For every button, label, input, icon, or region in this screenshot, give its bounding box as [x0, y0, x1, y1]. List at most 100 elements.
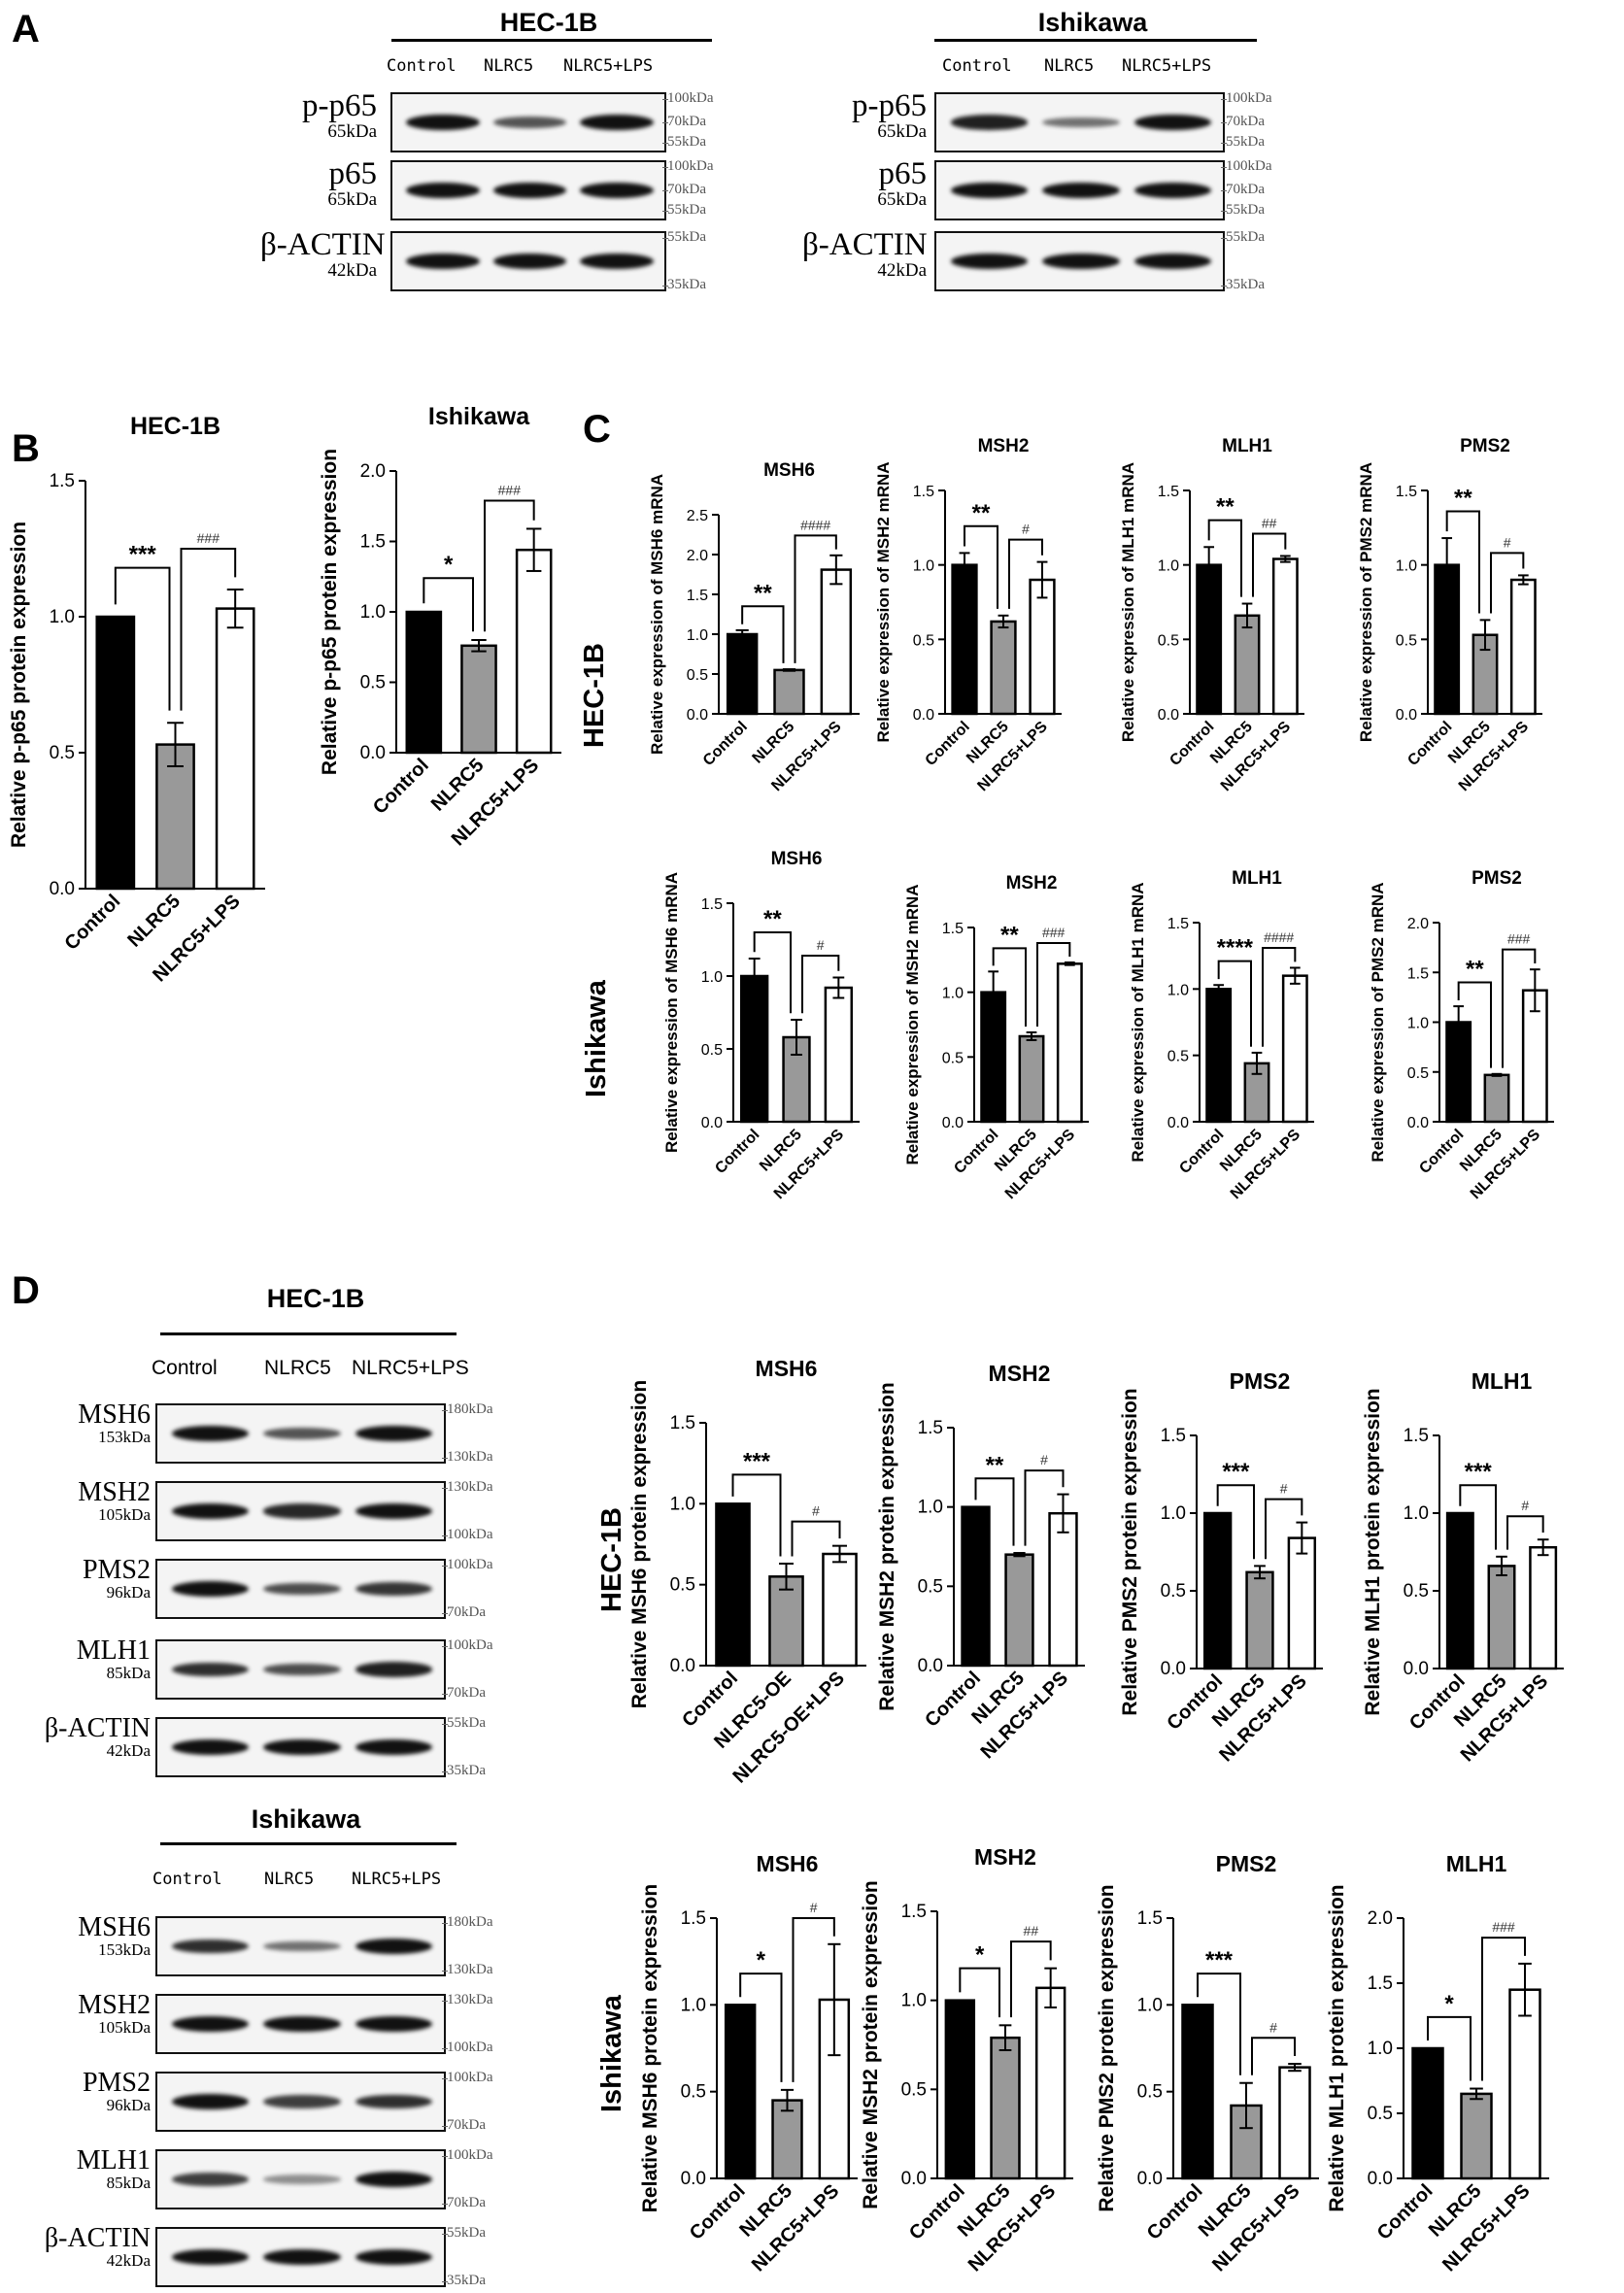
blot-a-ishikawa-band — [950, 115, 1029, 130]
significance-bracket — [739, 1973, 783, 2082]
y-tick-label: 0.0 — [1396, 707, 1417, 724]
blot-d-hec1b-protein-name: MSH6 — [78, 1399, 151, 1430]
blot-d-hec1b-marker-label: 100kDa — [447, 1637, 493, 1653]
bar — [726, 632, 759, 716]
y-tick-label: 1.0 — [1158, 558, 1179, 575]
y-tick-label: 1.5 — [913, 484, 934, 500]
blot-a-hec1b-marker-label: 100kDa — [667, 90, 714, 106]
significance-bracket — [1490, 552, 1525, 614]
y-tick-label: 1.0 — [1404, 1503, 1429, 1524]
blot-d-hec1b-band-strip — [155, 1639, 446, 1700]
blot-d-hec1b-title-rule — [160, 1332, 457, 1335]
blot-d-hec1b-marker-tick — [442, 1613, 448, 1615]
x-tick-label: Control — [1167, 719, 1217, 769]
blot-d-ishikawa-row-label: MSH6 153kDa — [29, 1914, 151, 1959]
blot-d-hec1b-band — [355, 1738, 433, 1756]
blot-a-hec1b-protein-name: β-ACTIN — [260, 227, 386, 262]
y-tick-label: 1.5 — [681, 1908, 706, 1929]
y-tick-label: 0.5 — [687, 667, 708, 684]
blot-d-hec1b-band — [263, 1738, 341, 1756]
y-tick-label: 0.0 — [913, 707, 934, 724]
chart-title: MSH6 — [757, 1851, 819, 1876]
significance-bracket — [1216, 1484, 1255, 1560]
significance-bracket — [1010, 1940, 1052, 2018]
significance-label: ** — [754, 580, 772, 606]
panel-label-b: B — [12, 427, 40, 470]
y-tick-label: 1.0 — [50, 607, 75, 627]
blot-d-ishikawa-marker-tick — [442, 2234, 448, 2235]
y-tick-label: 0.0 — [942, 1115, 964, 1131]
y-axis-label: Relative expression of PMS2 mRNA — [1369, 882, 1387, 1162]
y-tick-label: 0.0 — [687, 707, 708, 724]
blot-a-ishikawa-molecular-weight: 42kDa — [877, 260, 927, 281]
y-tick-label: 0.0 — [701, 1115, 723, 1131]
bar — [1181, 2004, 1214, 2180]
significance-label: * — [1444, 1991, 1454, 2017]
y-tick-label: 2.5 — [687, 508, 708, 524]
y-tick-label: 1.0 — [1368, 2039, 1393, 2059]
blot-a-hec1b-protein-name: p-p65 — [302, 88, 377, 123]
blot-a-hec1b-marker-tick — [662, 143, 668, 145]
blot-d-ishikawa-band — [263, 2175, 341, 2184]
blot-a-hec1b-marker-label: 100kDa — [667, 158, 714, 174]
blot-d-hec1b-molecular-weight: 153kDa — [98, 1428, 151, 1446]
blot-d-hec1b-band — [263, 1663, 341, 1676]
blot-d-hec1b-marker-label: 180kDa — [447, 1401, 493, 1417]
blot-d-hec1b-row-label: β-ACTIN 42kDa — [29, 1715, 151, 1760]
y-axis-label: Relative p-p65 protein expression — [319, 449, 341, 775]
chart-title: MSH6 — [763, 460, 815, 481]
blot-d-hec1b-marker-tick — [442, 1488, 448, 1489]
bar — [1508, 1988, 1541, 2180]
blot-d-hec1b-marker-tick — [442, 1724, 448, 1725]
blot-d-ishikawa-band — [355, 2171, 433, 2188]
significance-label: # — [1280, 1481, 1288, 1497]
blot-d-ishikawa-marker-label: 70kDa — [447, 2195, 486, 2211]
blot-d-hec1b-marker-tick — [442, 1694, 448, 1696]
blot-d-ishikawa-band-strip — [155, 2149, 446, 2209]
blot-d-hec1b-band-strip — [155, 1481, 446, 1541]
x-tick-label: Control — [1373, 2180, 1438, 2244]
significance-label: ### — [1042, 925, 1066, 940]
x-tick-label: Control — [686, 2180, 750, 2244]
y-tick-label: 0.5 — [1137, 2082, 1163, 2103]
x-tick-label: NLRC5 — [750, 719, 798, 767]
significance-label: *** — [1222, 1459, 1250, 1485]
blot-d-hec1b-marker-label: 130kDa — [447, 1449, 493, 1466]
blot-a-hec1b-marker-tick — [662, 238, 668, 239]
significance-label: ### — [197, 530, 220, 546]
x-tick-label: Control — [1143, 2180, 1207, 2244]
panel-label-c: C — [583, 408, 611, 451]
blot-d-hec1b-protein-name: PMS2 — [82, 1555, 151, 1585]
blot-d-ishikawa-row-label: β-ACTIN 42kDa — [29, 2225, 151, 2270]
blot-d-hec1b-marker-tick — [442, 1410, 448, 1411]
blot-a-hec1b-column-label: NLRC5+LPS — [563, 56, 654, 76]
blot-a-hec1b-band-strip — [390, 92, 666, 152]
blot-d-hec1b-marker-label: 35kDa — [447, 1763, 486, 1779]
y-tick-label: 1.5 — [1368, 1973, 1393, 1994]
blot-d-ishikawa-protein-name: PMS2 — [82, 2068, 151, 2098]
blot-d-hec1b-band — [355, 1425, 433, 1442]
blot-d-hec1b-row-label: MSH2 105kDa — [29, 1479, 151, 1524]
bar — [1196, 563, 1223, 716]
blot-d-ishikawa-band — [355, 2015, 433, 2033]
blot-d-hec1b-band-strip — [155, 1717, 446, 1777]
y-tick-label: 1.5 — [942, 921, 964, 937]
blot-d-ishikawa-marker-tick — [442, 2281, 448, 2283]
chart-title: MLH1 — [1222, 436, 1272, 456]
y-tick-label: 1.5 — [1407, 965, 1429, 982]
blot-d-ishikawa-band-strip — [155, 2072, 446, 2132]
y-tick-label: 0.5 — [942, 1050, 964, 1066]
significance-label: # — [810, 1900, 818, 1915]
significance-label: *** — [1205, 1947, 1234, 1973]
blot-a-ishikawa-marker-label: 100kDa — [1226, 158, 1272, 174]
y-axis-label: Relative expression of PMS2 mRNA — [1357, 462, 1375, 742]
bar — [460, 644, 497, 755]
blot-d-ishikawa-column-label: Control — [152, 1870, 222, 1889]
y-tick-label: 1.5 — [687, 588, 708, 604]
y-tick-label: 0.0 — [1368, 2169, 1393, 2189]
significance-label: **** — [1217, 935, 1254, 961]
blot-a-hec1b-band — [492, 253, 567, 270]
blot-a-ishikawa-marker-label: 70kDa — [1226, 182, 1265, 198]
blot-a-ishikawa-band — [1042, 117, 1120, 128]
blot-d-hec1b-column-label: NLRC5 — [264, 1357, 331, 1379]
